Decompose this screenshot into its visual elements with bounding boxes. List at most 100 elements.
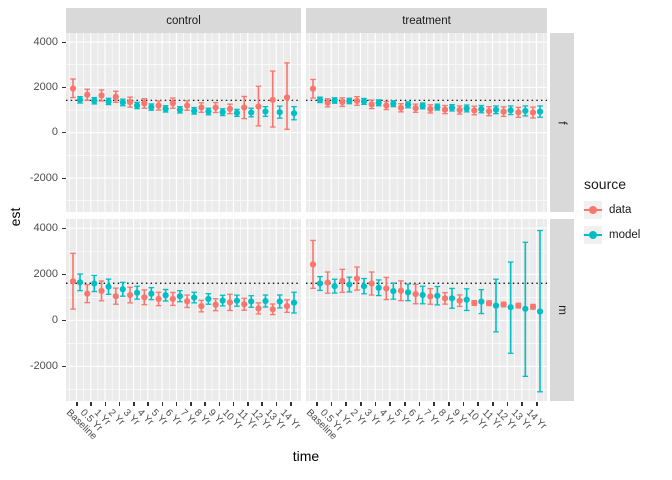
- x-tick-mark: [345, 402, 347, 406]
- data-point-data: [309, 261, 317, 268]
- x-tick-mark: [218, 402, 221, 406]
- x-tick-mark: [448, 402, 450, 406]
- x-tick-mark: [521, 402, 523, 406]
- data-point-model: [316, 96, 324, 103]
- data-point-model: [248, 298, 255, 305]
- data-point-model: [162, 292, 169, 299]
- data-point-data: [69, 85, 77, 92]
- y-tick-mark: [62, 365, 66, 367]
- x-tick-mark: [492, 402, 494, 406]
- data-point-data: [226, 299, 234, 306]
- legend-item-model: model: [584, 226, 640, 244]
- data-point-model: [191, 294, 198, 301]
- x-tick-mark: [147, 402, 149, 406]
- data-point-model: [262, 297, 269, 305]
- data-point-model: [419, 102, 426, 110]
- x-tick-mark: [477, 402, 479, 406]
- data-point-model: [507, 304, 514, 311]
- data-point-model: [360, 283, 368, 290]
- data-point-model: [478, 106, 485, 113]
- data-point-data: [155, 295, 162, 303]
- data-point-model: [290, 110, 298, 117]
- data-point-data: [412, 105, 419, 112]
- data-point-data: [126, 291, 134, 299]
- legend-item-label: model: [609, 229, 641, 241]
- data-point-model: [375, 99, 382, 106]
- data-point-data: [198, 302, 205, 310]
- data-point-model: [148, 290, 155, 297]
- x-tick-mark: [76, 402, 78, 406]
- data-point-data: [84, 91, 91, 98]
- legend-key-data: [584, 201, 602, 219]
- x-tick-mark: [90, 402, 92, 406]
- data-point-model: [233, 109, 241, 116]
- data-point-model: [105, 283, 112, 290]
- x-tick-mark: [175, 402, 178, 406]
- facet-strip-control: control: [66, 8, 301, 33]
- y-tick-label: 0: [51, 313, 58, 326]
- x-tick-mark: [275, 402, 278, 406]
- data-point-model: [419, 291, 426, 299]
- data-point-model: [346, 97, 353, 105]
- data-point-model: [91, 97, 98, 104]
- x-tick-mark: [418, 402, 421, 406]
- data-point-data: [98, 287, 105, 294]
- data-point-data: [397, 104, 405, 111]
- data-point-data: [241, 301, 248, 308]
- data-point-data: [255, 305, 262, 312]
- data-point-model: [205, 108, 212, 115]
- data-point-model: [434, 292, 441, 299]
- data-point-model: [507, 107, 514, 114]
- data-point-model: [404, 101, 412, 108]
- y-tick-label: -2000: [29, 359, 58, 372]
- y-tick-mark: [62, 273, 66, 275]
- data-point-data: [324, 279, 331, 286]
- data-point-data: [441, 295, 449, 302]
- legend-key-model: [584, 226, 602, 244]
- data-point-model: [492, 106, 500, 113]
- x-tick-mark: [389, 402, 391, 406]
- data-point-model: [536, 308, 544, 315]
- data-point-data: [269, 306, 276, 313]
- y-tick-mark: [62, 41, 66, 43]
- facet-strip-control-label: control: [166, 14, 201, 27]
- data-point-model: [492, 302, 500, 309]
- x-tick-mark: [404, 402, 406, 406]
- data-point-data: [412, 291, 419, 298]
- data-point-model: [522, 107, 529, 115]
- x-tick-mark: [433, 402, 435, 406]
- data-point-data: [456, 106, 463, 114]
- data-point-model: [360, 98, 368, 105]
- data-point-data: [226, 105, 234, 113]
- data-point-model: [119, 99, 126, 106]
- data-point-data: [500, 108, 507, 115]
- facet-strip-m-label: m: [556, 305, 568, 315]
- x-tick-label: 7 Yr: [420, 407, 442, 428]
- x-tick-label: 4 Yr: [376, 407, 398, 428]
- data-point-model: [404, 289, 412, 296]
- x-tick-mark: [104, 402, 107, 406]
- x-tick-mark: [374, 402, 377, 406]
- data-point-data: [353, 97, 361, 105]
- data-point-model: [176, 106, 183, 113]
- facet-strip-f-label: f: [555, 120, 568, 125]
- data-point-data: [427, 105, 434, 113]
- data-point-data: [368, 101, 375, 108]
- x-tick-mark: [506, 402, 509, 406]
- x-tick-mark: [360, 402, 362, 406]
- panel-f-control: [66, 33, 301, 212]
- y-tick-label: 0: [51, 126, 58, 139]
- x-tick-mark: [462, 402, 465, 406]
- data-point-model: [390, 288, 397, 295]
- data-point-data: [485, 108, 493, 115]
- data-point-data: [212, 301, 219, 308]
- y-tick-label: 2000: [33, 267, 58, 280]
- data-point-data: [383, 102, 390, 109]
- data-point-data: [515, 109, 522, 116]
- panel-f-treatment: [306, 33, 547, 212]
- data-point-data: [309, 85, 317, 92]
- data-point-data: [98, 92, 105, 99]
- y-tick-label: 4000: [33, 221, 58, 234]
- y-tick-mark: [62, 227, 66, 229]
- data-point-model: [105, 98, 112, 105]
